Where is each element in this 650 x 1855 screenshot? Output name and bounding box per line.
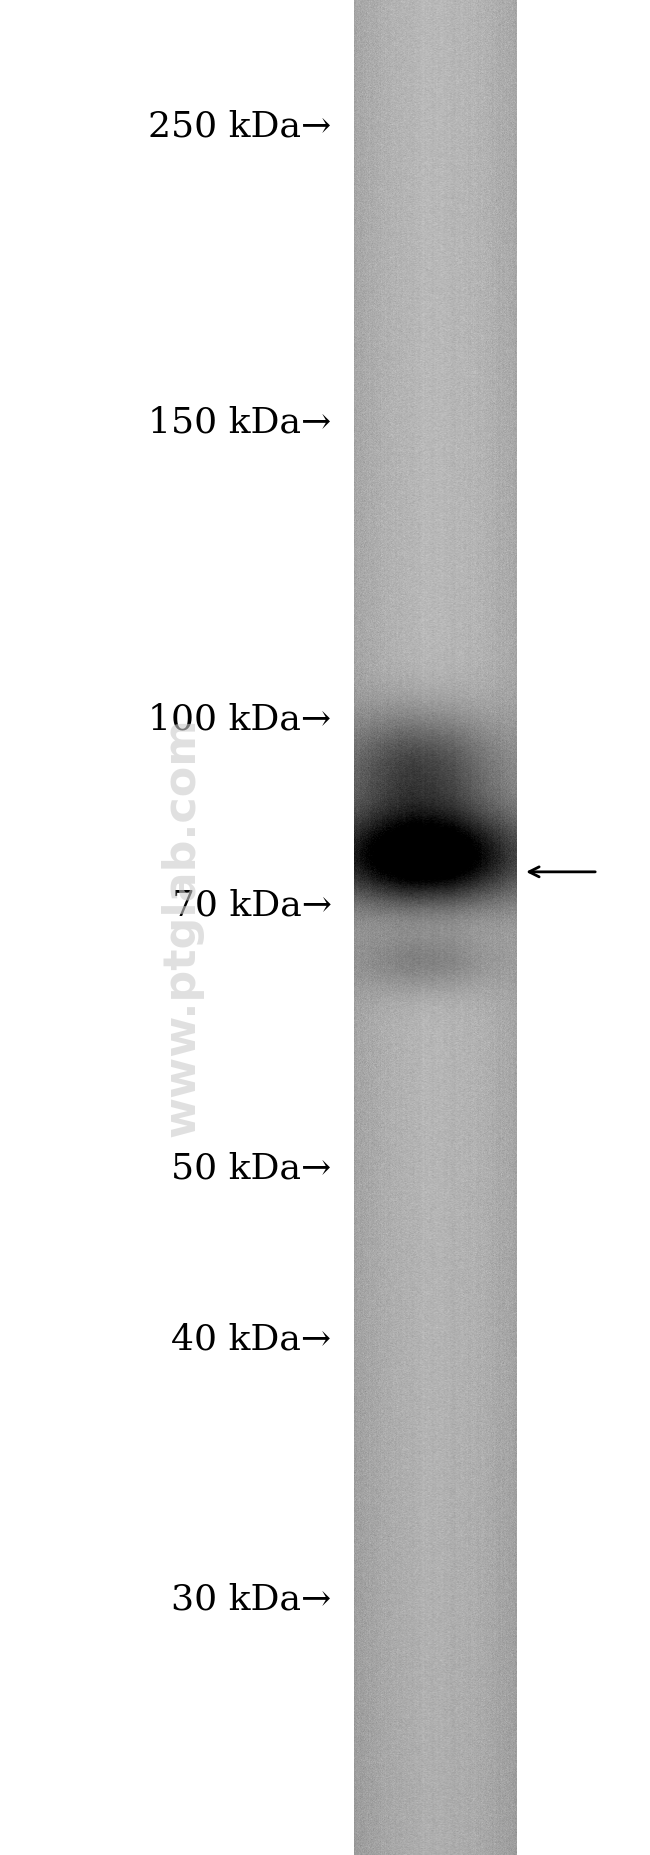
Text: 70 kDa→: 70 kDa→ bbox=[172, 889, 332, 922]
Text: www.ptglab.com: www.ptglab.com bbox=[161, 718, 203, 1137]
Text: 30 kDa→: 30 kDa→ bbox=[171, 1582, 332, 1616]
Text: 250 kDa→: 250 kDa→ bbox=[148, 109, 332, 143]
Text: 150 kDa→: 150 kDa→ bbox=[148, 406, 332, 440]
Text: 50 kDa→: 50 kDa→ bbox=[171, 1152, 332, 1185]
Text: 100 kDa→: 100 kDa→ bbox=[148, 703, 332, 736]
Text: 40 kDa→: 40 kDa→ bbox=[172, 1323, 332, 1356]
